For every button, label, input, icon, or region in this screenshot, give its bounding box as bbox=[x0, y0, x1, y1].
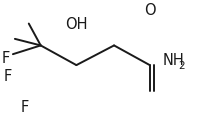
Text: F: F bbox=[2, 51, 10, 66]
Text: F: F bbox=[21, 100, 29, 115]
Text: OH: OH bbox=[65, 17, 88, 32]
Text: O: O bbox=[144, 3, 156, 18]
Text: 2: 2 bbox=[178, 61, 185, 71]
Text: NH: NH bbox=[163, 53, 184, 68]
Text: F: F bbox=[4, 69, 12, 84]
